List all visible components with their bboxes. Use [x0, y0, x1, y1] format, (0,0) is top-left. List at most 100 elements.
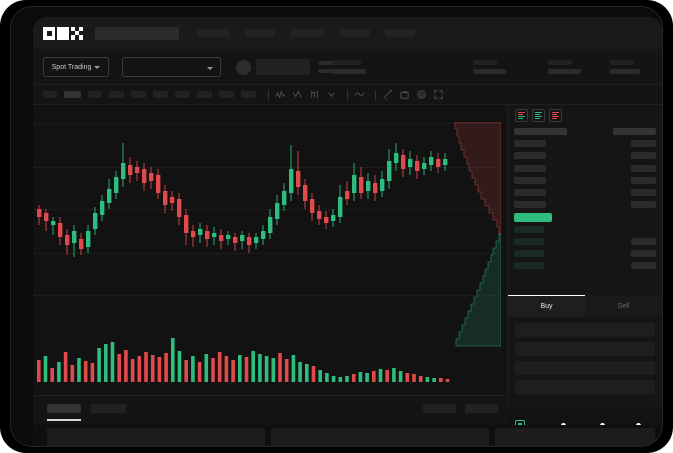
logo-letter-x	[71, 26, 83, 40]
tab-buy[interactable]: Buy	[508, 295, 585, 317]
search-input[interactable]	[95, 26, 179, 40]
volume-bar	[372, 371, 376, 382]
volume-bar	[298, 362, 302, 382]
fullscreen-icon[interactable]	[432, 89, 445, 100]
orderbook-bid-row[interactable]	[508, 225, 662, 234]
bottom-tab-positions[interactable]	[91, 404, 126, 413]
orderbook-ask-row[interactable]	[508, 188, 662, 197]
trade-side-tabs: Buy Sell	[507, 295, 662, 317]
orderbook-amount-cell	[631, 188, 656, 196]
candle-body	[233, 237, 238, 243]
orderbook-ask-row[interactable]	[508, 164, 662, 173]
price-chart[interactable]	[33, 105, 501, 395]
candle-body	[135, 167, 140, 173]
volume-bar	[110, 342, 115, 382]
nav-item-2[interactable]	[245, 29, 275, 37]
bottom-tab-action-2[interactable]	[465, 404, 498, 413]
camera-icon[interactable]	[398, 89, 411, 100]
orderbook-ask-row[interactable]	[508, 200, 662, 209]
bottom-tab-action-1[interactable]	[423, 404, 456, 413]
stat-1-label	[333, 60, 361, 65]
bottom-panel-block-2[interactable]	[271, 428, 489, 446]
volume-bar	[378, 369, 383, 382]
timeframe-10[interactable]	[241, 91, 256, 98]
timeframe-1[interactable]	[43, 91, 57, 98]
bottom-panel-block-1[interactable]	[47, 428, 265, 446]
trading-mode-dropdown[interactable]: Spot Trading	[43, 57, 109, 77]
timeframe-6[interactable]	[153, 91, 168, 98]
timeframe-3[interactable]	[88, 91, 102, 98]
settings-gear-icon[interactable]	[415, 89, 428, 100]
bottom-tab-orders[interactable]	[47, 404, 81, 413]
stat-4-label	[610, 60, 634, 65]
okx-logo[interactable]	[43, 26, 83, 40]
timeframe-8[interactable]	[197, 91, 212, 98]
order-form-field-3[interactable]	[515, 361, 655, 375]
orderbook-bid-row[interactable]	[508, 237, 662, 246]
stat-2-value	[473, 69, 506, 74]
candle-body	[191, 231, 196, 237]
candle-body	[93, 213, 98, 229]
icon-bar	[535, 114, 540, 115]
candle-body	[44, 213, 49, 221]
orderbook-ask-row[interactable]	[508, 176, 662, 185]
coin-avatar	[236, 60, 251, 75]
timeframe-4[interactable]	[109, 91, 124, 98]
icon-bar	[552, 114, 557, 115]
magnet-icon[interactable]	[381, 89, 394, 100]
dropdown-icon[interactable]	[325, 89, 338, 100]
volume-bar	[224, 356, 229, 382]
order-form-field-2[interactable]	[515, 342, 655, 356]
volume-bar	[439, 378, 443, 382]
candle-body	[114, 177, 119, 193]
gridline-2	[33, 209, 501, 210]
timeframe-selector	[43, 91, 263, 98]
volume-bar	[238, 355, 242, 382]
candle-body	[296, 171, 301, 187]
candle-body	[254, 237, 259, 243]
timeframe-7[interactable]	[175, 91, 190, 98]
candle-body	[443, 159, 448, 165]
nav-item-5[interactable]	[385, 29, 415, 37]
candle-body	[72, 231, 77, 243]
orderbook-view-buy-icon[interactable]	[532, 109, 545, 122]
nav-item-1[interactable]	[197, 29, 230, 37]
orderbook-view-both-icon[interactable]	[515, 109, 528, 122]
tab-sell[interactable]: Sell	[617, 302, 630, 310]
coin-pair-dropdown[interactable]	[122, 57, 221, 77]
orderbook-ask-row[interactable]	[508, 151, 662, 160]
order-form-field-1[interactable]	[515, 323, 655, 337]
volume-bar	[43, 356, 48, 382]
indicators-icon[interactable]	[274, 89, 287, 100]
bottom-panel-block-3[interactable]	[495, 428, 655, 446]
chart-toolbar	[33, 85, 662, 105]
volume-bar	[331, 376, 336, 382]
candle-body	[247, 237, 252, 245]
volume-bar	[130, 359, 135, 382]
stat-2	[473, 60, 506, 74]
nav-item-4[interactable]	[339, 29, 370, 37]
candle-body	[324, 217, 329, 223]
orderbook-spread-row[interactable]	[508, 212, 662, 223]
orderbook-bid-row[interactable]	[508, 249, 662, 258]
chart-type-icon[interactable]	[291, 89, 304, 100]
orderbook-ask-row[interactable]	[508, 139, 662, 148]
orderbook-price-cell	[514, 201, 546, 209]
nav-item-3[interactable]	[290, 29, 324, 37]
timeframe-5[interactable]	[131, 91, 146, 98]
line-chart-icon[interactable]	[353, 89, 366, 100]
candle-body	[65, 235, 70, 245]
candle-style-icon[interactable]	[308, 89, 321, 100]
candle-body	[58, 223, 63, 237]
orderbook-view-sell-icon[interactable]	[549, 109, 562, 122]
orderbook-bid-row[interactable]	[508, 261, 662, 270]
candle-body	[177, 199, 182, 217]
timeframe-2[interactable]	[64, 91, 81, 98]
chart-tools	[274, 89, 449, 100]
orderbook-header-row[interactable]	[508, 127, 662, 136]
icon-bar	[518, 114, 523, 115]
timeframe-9[interactable]	[219, 91, 234, 98]
candle-body	[205, 231, 210, 239]
order-form-field-4[interactable]	[515, 380, 655, 394]
volume-bar	[311, 366, 316, 382]
